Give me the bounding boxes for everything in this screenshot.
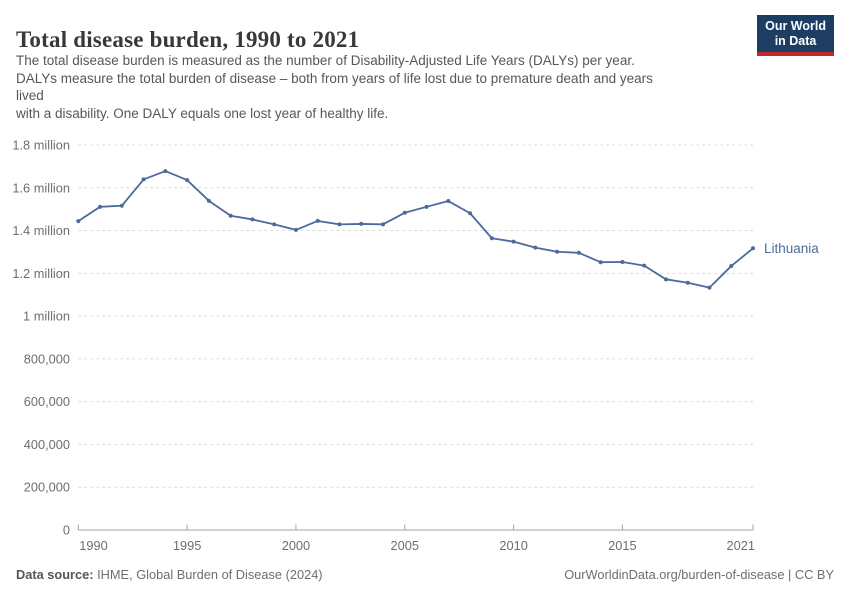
data-point[interactable] (359, 221, 364, 226)
data-point[interactable] (206, 198, 211, 203)
data-point[interactable] (315, 218, 320, 223)
subtitle-line: with a disability. One DALY equals one l… (16, 105, 389, 121)
data-point[interactable] (185, 178, 190, 183)
data-point[interactable] (620, 259, 625, 264)
data-point[interactable] (751, 246, 755, 251)
data-point[interactable] (576, 250, 581, 255)
data-point[interactable] (272, 222, 277, 227)
data-point[interactable] (729, 264, 734, 269)
y-axis-tick-label: 1.4 million (12, 223, 70, 238)
data-point[interactable] (555, 249, 560, 254)
chart-footer: Data source: IHME, Global Burden of Dise… (16, 567, 834, 582)
subtitle-line: lived (16, 88, 44, 103)
x-axis-tick-label: 1995 (173, 538, 201, 553)
data-point[interactable] (468, 211, 473, 216)
data-point[interactable] (98, 204, 103, 209)
x-axis-tick-label: 2021 (727, 538, 755, 553)
data-point[interactable] (663, 277, 668, 282)
attribution-link[interactable]: OurWorldinData.org/burden-of-disease | C… (564, 567, 834, 582)
data-point[interactable] (119, 203, 124, 208)
series-label-lithuania[interactable]: Lithuania (764, 241, 819, 256)
data-source: Data source: IHME, Global Burden of Dise… (16, 567, 323, 582)
data-point[interactable] (141, 177, 146, 182)
y-axis-tick-label: 400,000 (24, 437, 70, 452)
data-point[interactable] (685, 280, 690, 285)
y-axis-tick-label: 200,000 (24, 480, 70, 495)
y-axis-tick-label: 0 (63, 523, 70, 538)
x-axis-tick-label: 2015 (608, 538, 636, 553)
data-point[interactable] (293, 227, 298, 232)
subtitle-line: DALYs measure the total burden of diseas… (16, 70, 653, 86)
data-source-label: Data source: (16, 567, 94, 582)
owid-logo-line: in Data (774, 34, 817, 48)
data-point[interactable] (163, 169, 168, 174)
data-point[interactable] (381, 222, 386, 227)
data-point[interactable] (489, 236, 494, 241)
data-point[interactable] (642, 263, 647, 268)
data-point[interactable] (533, 245, 538, 250)
y-axis-tick-label: 600,000 (24, 394, 70, 409)
y-axis-tick-label: 1.6 million (12, 180, 70, 195)
x-axis-tick-label: 2010 (499, 538, 527, 553)
data-point[interactable] (337, 222, 342, 227)
data-point[interactable] (598, 260, 603, 265)
y-axis-tick-label: 1.8 million (12, 138, 70, 153)
y-axis-tick-label: 1.2 million (12, 266, 70, 281)
owid-logo-line: Our World (765, 19, 826, 33)
y-axis-tick-label: 800,000 (24, 351, 70, 366)
x-axis-tick-label: 2005 (391, 538, 419, 553)
x-axis-tick-label: 2000 (282, 538, 310, 553)
data-point[interactable] (228, 213, 233, 218)
chart-subtitle: The total disease burden is measured as … (16, 52, 653, 122)
data-point[interactable] (250, 217, 255, 222)
data-source-value: IHME, Global Burden of Disease (2024) (97, 567, 323, 582)
data-point[interactable] (424, 204, 429, 209)
data-point[interactable] (446, 199, 451, 204)
owid-logo[interactable]: Our World in Data (757, 15, 834, 56)
data-line-lithuania[interactable] (77, 170, 754, 289)
data-point[interactable] (402, 210, 407, 215)
subtitle-line: The total disease burden is measured as … (16, 53, 635, 68)
data-point[interactable] (707, 285, 712, 290)
data-point[interactable] (511, 239, 516, 244)
page-title: Total disease burden, 1990 to 2021 (16, 27, 360, 53)
x-axis-tick-label: 1990 (79, 538, 107, 553)
y-axis-tick-label: 1 million (23, 309, 70, 324)
data-point[interactable] (76, 219, 81, 224)
